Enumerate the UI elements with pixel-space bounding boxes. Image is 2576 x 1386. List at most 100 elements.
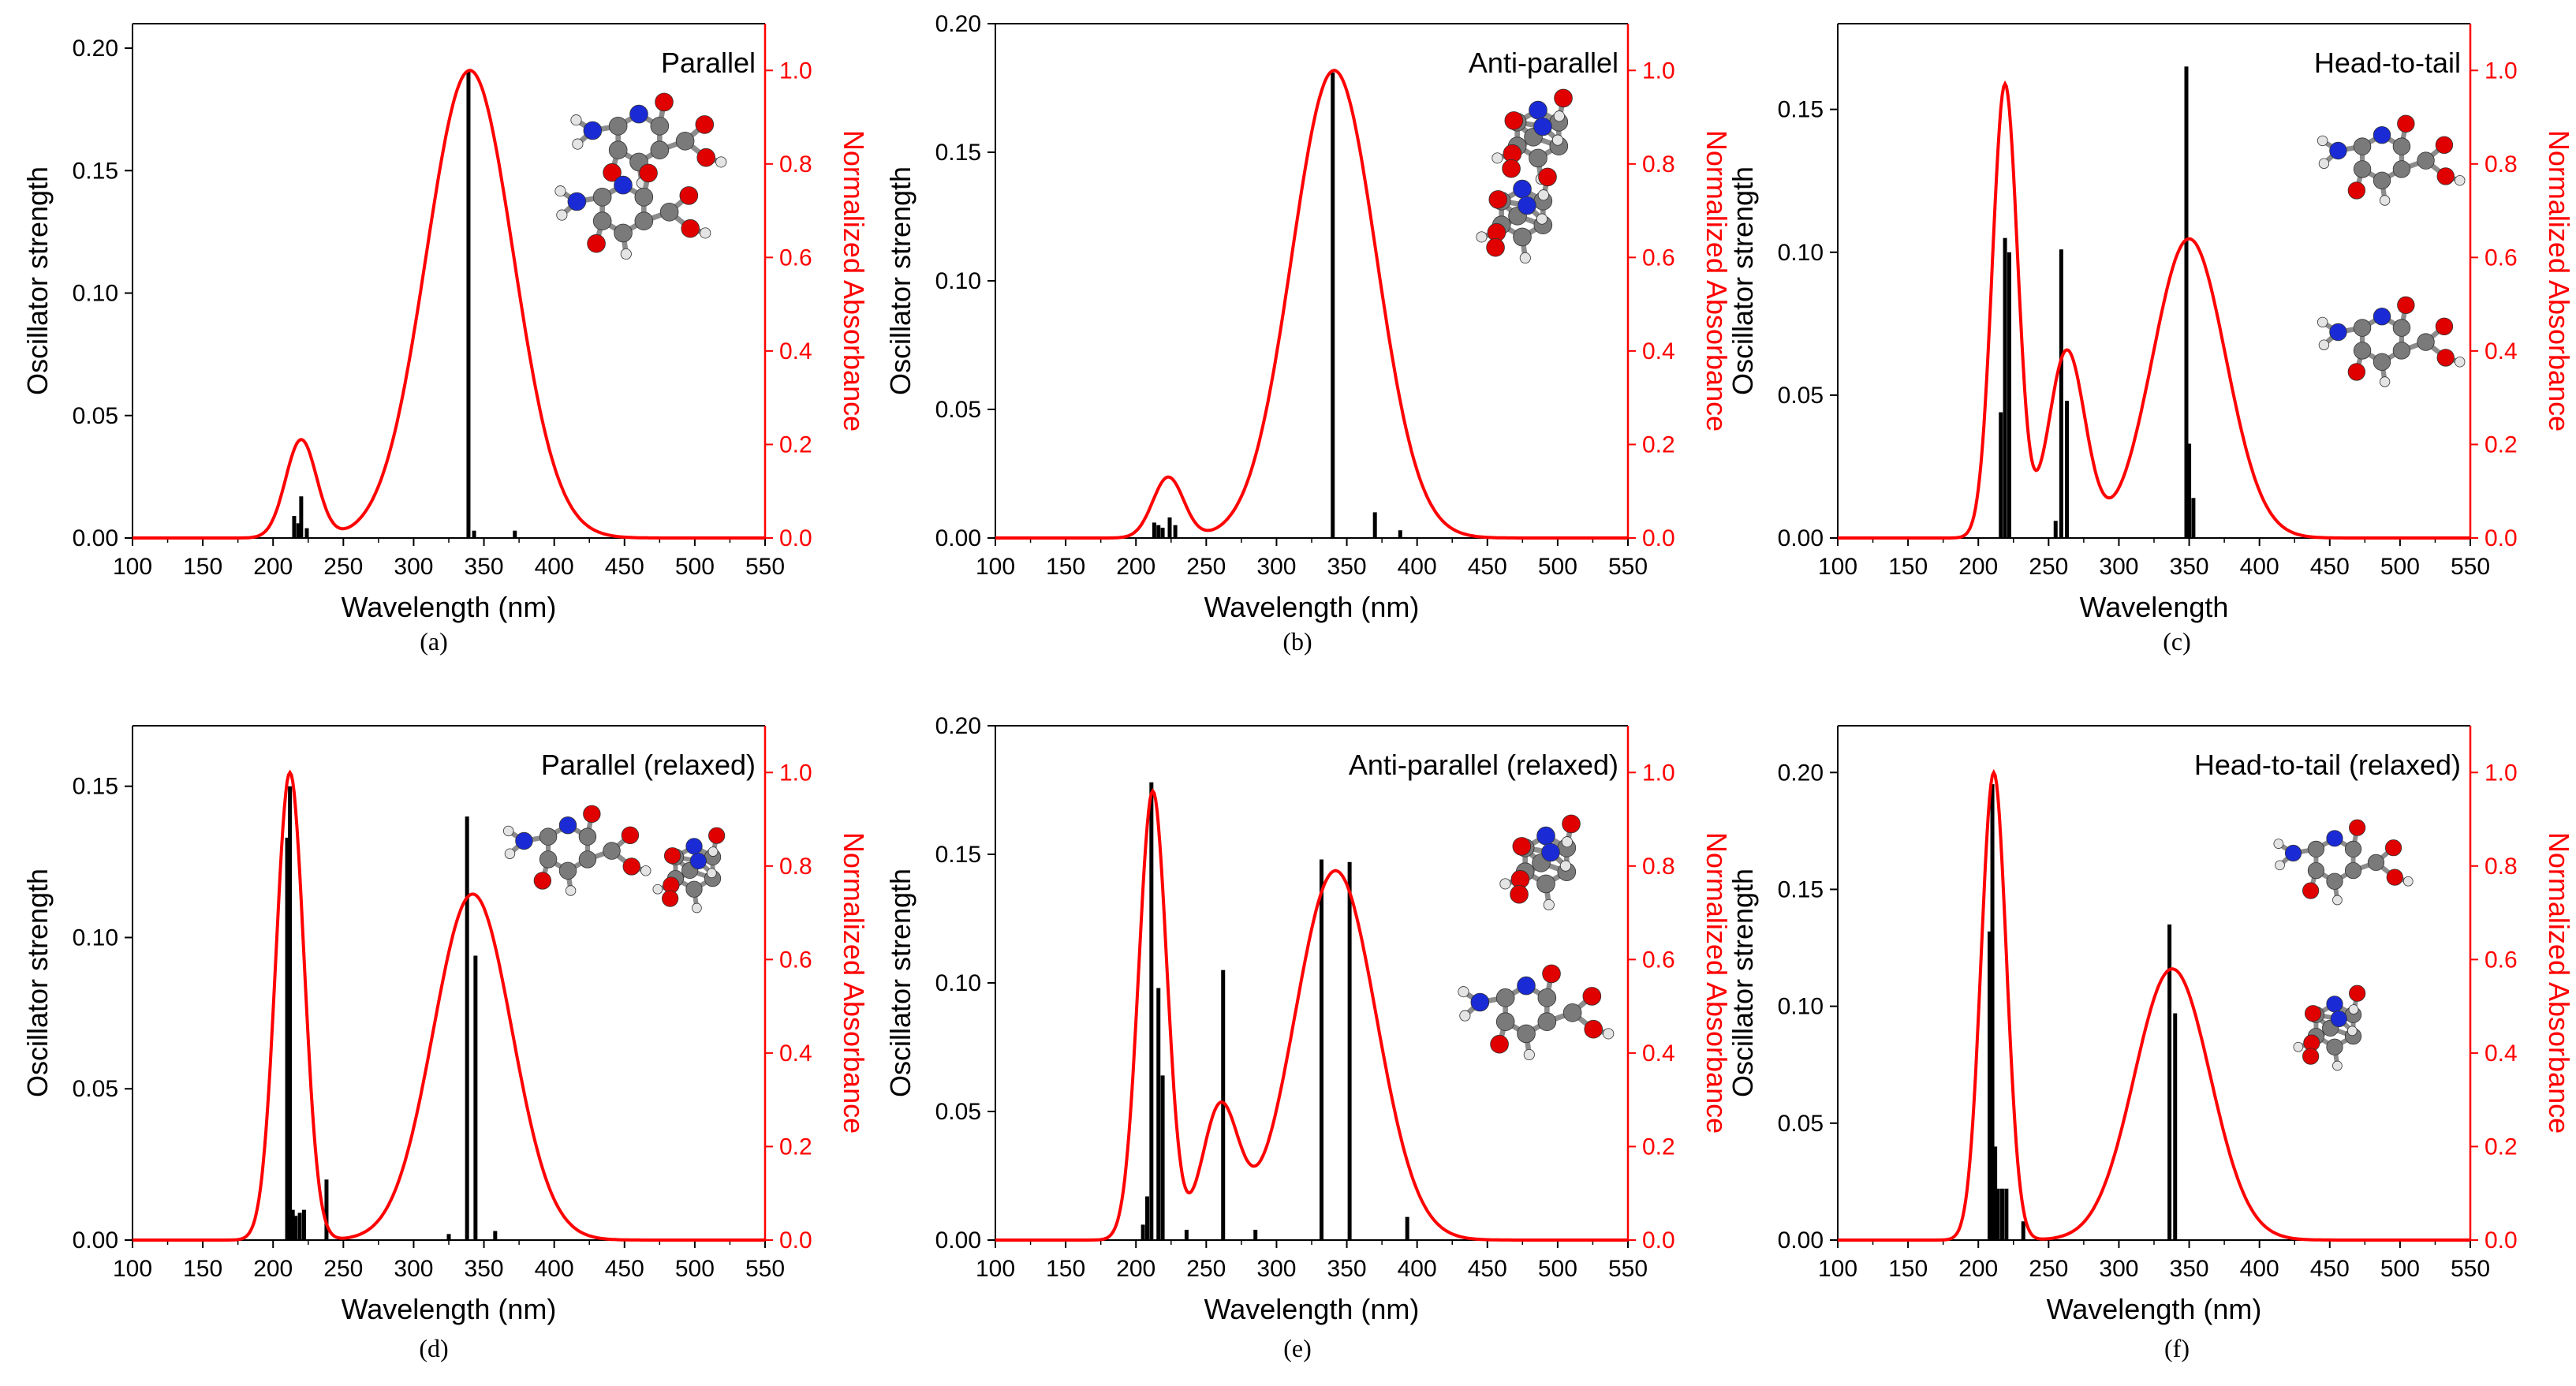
molecule-atom-h [1499, 878, 1511, 890]
molecule-atom-c [2392, 319, 2411, 337]
molecule-atom-o [1512, 837, 1532, 856]
y2-tick-label: 0.6 [779, 947, 812, 973]
x-tick-label: 400 [535, 554, 574, 580]
molecule-atom-o [1490, 1034, 1509, 1054]
molecule-atom-h [2379, 195, 2391, 206]
y2-tick-label: 0.6 [2485, 947, 2518, 973]
chart-panel-b: 100 150 200 250 300 350 400 450 500 550 0.00 0.05 0.… [884, 11, 1733, 656]
x-tick-label: 450 [2310, 554, 2350, 580]
molecule-atom-o [679, 186, 699, 205]
molecule-atom-o [587, 233, 606, 253]
y-tick-label: 0.15 [73, 774, 118, 800]
molecule-atom-c [1495, 1012, 1515, 1031]
molecule-atom-o [2347, 363, 2366, 381]
y-axis-title: Oscillator strength [21, 869, 54, 1097]
y2-tick-label: 0.0 [779, 525, 812, 551]
panel-caption: (f) [2164, 1334, 2190, 1362]
molecule-atom-h [1491, 152, 1503, 164]
x-tick-label: 450 [605, 1256, 644, 1282]
panel-caption: (e) [1283, 1334, 1312, 1362]
x-tick-label: 400 [535, 1256, 574, 1282]
y-tick-label: 0.05 [935, 1099, 981, 1125]
y2-tick-label: 0.2 [2485, 431, 2518, 458]
y2-tick-label: 0.6 [1642, 245, 1675, 271]
x-tick-label: 550 [745, 554, 785, 580]
y-tick-label: 0.15 [935, 140, 981, 166]
molecule-atom-o [696, 148, 716, 167]
molecule-atom-h [652, 884, 663, 895]
y2-tick-label: 0.4 [1642, 1040, 1675, 1067]
x-tick-label: 150 [1046, 554, 1085, 580]
x-tick-label: 150 [183, 554, 222, 580]
y2-tick-label: 0.4 [2485, 1040, 2518, 1067]
oscillator-stick [1319, 859, 1323, 1240]
molecule-atom-h [620, 248, 632, 260]
x-tick-label: 300 [394, 554, 433, 580]
molecule-atom-o [1584, 1019, 1603, 1039]
molecule-atom-c [603, 842, 621, 860]
molecule-atom-h [640, 865, 651, 876]
x-tick-label: 200 [253, 1256, 293, 1282]
oscillator-stick [1990, 784, 1995, 1240]
panel-title: Parallel [661, 47, 756, 79]
oscillator-stick [2187, 443, 2192, 538]
y2-tick-label: 0.8 [1642, 854, 1675, 880]
molecule-illustration [1476, 88, 1573, 264]
molecule-atom-h [2275, 860, 2285, 871]
molecule-atom-h [556, 209, 568, 221]
chart-panel-f: 100 150 200 250 300 350 400 450 500 550 0.00 0.05 0.… [1727, 725, 2575, 1362]
molecule-atom-c [2417, 151, 2435, 170]
y2-tick-label: 0.6 [779, 245, 812, 271]
panel-caption: (d) [419, 1334, 448, 1362]
oscillator-stick [1141, 1224, 1145, 1240]
y2-tick-label: 0.6 [1642, 947, 1675, 973]
molecule-atom-h [1537, 189, 1549, 201]
molecule-atom-h [1459, 1010, 1471, 1022]
molecule-atom-o [2386, 869, 2403, 886]
molecule-atom-c [675, 132, 695, 151]
oscillator-stick [1993, 1146, 1998, 1240]
molecule-atom-c [539, 827, 558, 846]
y-tick-label: 0.00 [935, 1227, 981, 1253]
y2-tick-label: 0.6 [2485, 245, 2518, 271]
molecule-atom-o [533, 872, 552, 890]
molecule-atom-h [2332, 895, 2343, 906]
x-tick-label: 250 [323, 554, 363, 580]
molecule-atom-o [1510, 884, 1529, 904]
molecule-atom-n [629, 104, 648, 124]
oscillator-stick [1156, 988, 1161, 1240]
molecule-atom-o [583, 805, 601, 824]
molecule-atom-n [2329, 141, 2347, 160]
y-tick-label: 0.10 [1778, 994, 1824, 1020]
molecule-atom-o [622, 857, 640, 876]
x-tick-label: 150 [183, 1256, 222, 1282]
molecule-atom-n [583, 121, 603, 140]
molecule-atom-n [2284, 844, 2302, 862]
x-tick-label: 250 [1186, 554, 1226, 580]
oscillator-stick [2184, 66, 2189, 539]
molecule-atom-c [592, 188, 612, 207]
oscillator-stick [290, 1209, 295, 1240]
oscillator-stick [465, 816, 469, 1240]
oscillator-stick [297, 1212, 302, 1240]
panel-title: Anti-parallel (relaxed) [1349, 749, 1618, 781]
y-tick-label: 0.20 [1778, 760, 1824, 786]
molecule-atom-o [2349, 819, 2366, 836]
x-tick-label: 550 [2451, 1256, 2490, 1282]
y2-tick-label: 1.0 [1642, 58, 1675, 84]
x-tick-label: 150 [1888, 554, 1928, 580]
molecule-atom-o [1486, 237, 1505, 257]
molecule-atom-h [1551, 134, 1564, 146]
molecule-atom-n [1518, 196, 1536, 215]
molecule-atom-n [1529, 100, 1547, 120]
molecule-atom-c [558, 861, 577, 880]
y2-tick-label: 0.0 [1642, 1227, 1675, 1253]
molecule-atom-h [2455, 175, 2466, 186]
molecule-atom-o [2304, 1005, 2322, 1022]
molecule-atom-o [1562, 814, 1581, 834]
molecule-atom-h [1559, 860, 1572, 872]
molecule-atom-n [2373, 308, 2391, 326]
x-tick-label: 100 [976, 1256, 1015, 1282]
oscillator-stick [2173, 1013, 2178, 1240]
x-tick-label: 200 [253, 554, 293, 580]
